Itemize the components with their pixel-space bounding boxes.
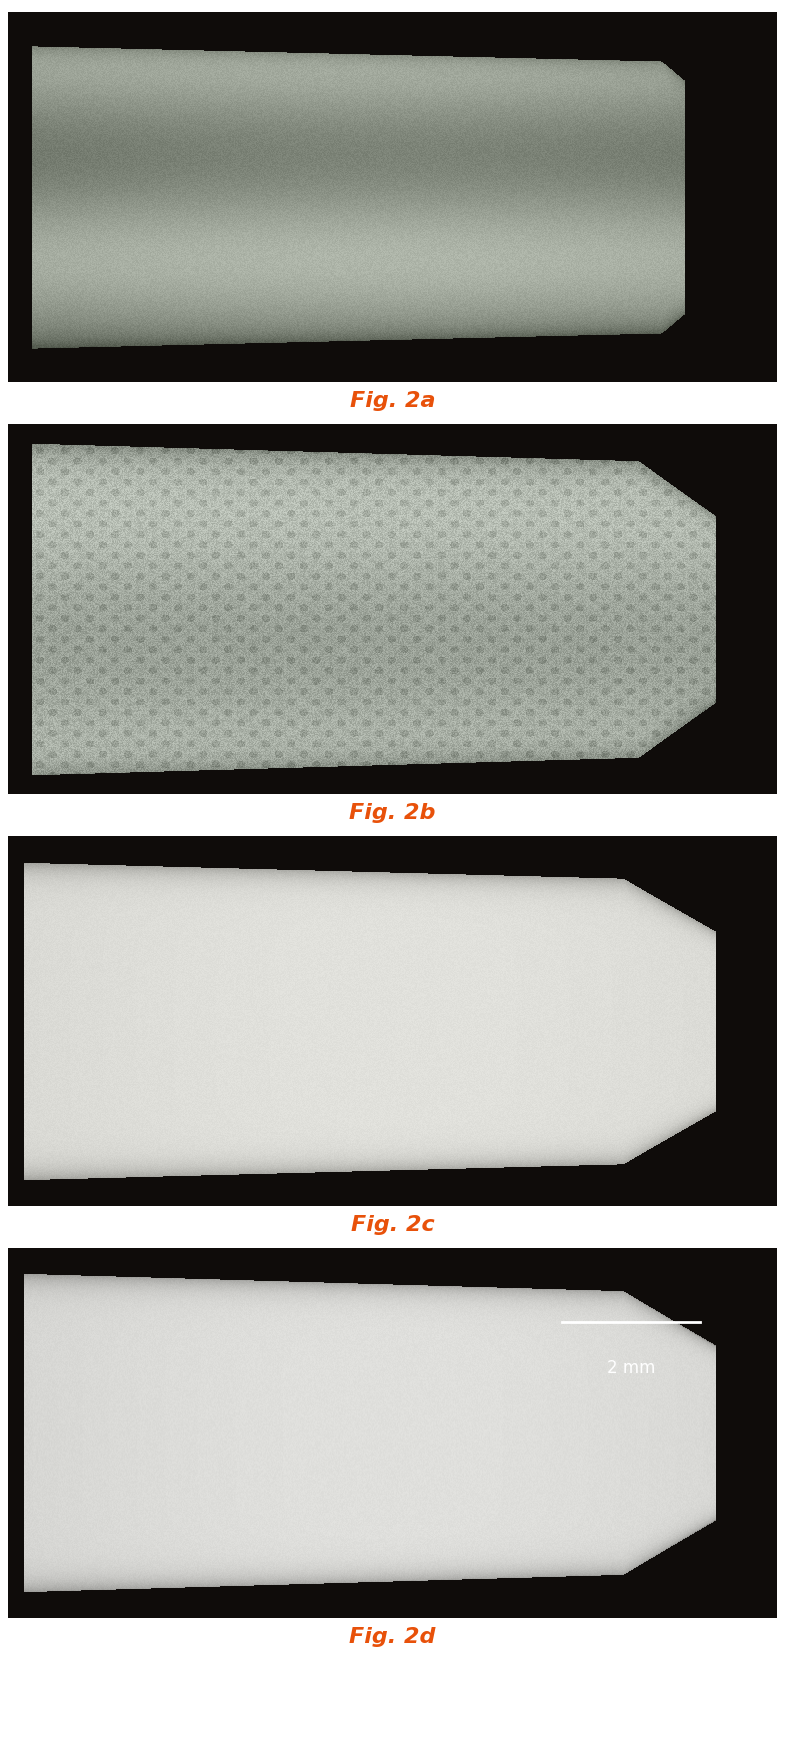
Text: 2 mm: 2 mm: [607, 1360, 655, 1377]
Text: Fig. 2d: Fig. 2d: [349, 1628, 436, 1647]
Text: Fig. 2c: Fig. 2c: [351, 1214, 434, 1236]
Text: Fig. 2a: Fig. 2a: [350, 390, 435, 411]
Text: Fig. 2b: Fig. 2b: [349, 803, 436, 822]
